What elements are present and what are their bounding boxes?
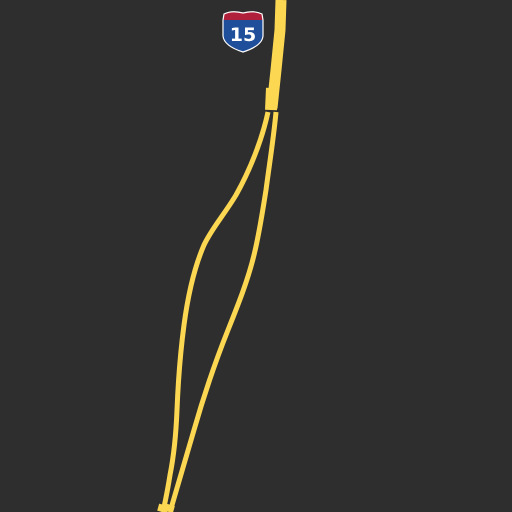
interstate-shield-icon[interactable]: 15	[222, 11, 264, 53]
shield-route-number: 15	[230, 24, 256, 46]
shield-body	[223, 20, 263, 52]
highway-merge-south[interactable]	[157, 503, 169, 512]
highway-split-junction[interactable]	[265, 87, 278, 111]
highway-merge-south-east[interactable]	[165, 503, 175, 512]
shield-outline	[222, 11, 264, 53]
highway-branch-west[interactable]	[160, 111, 271, 512]
shield-top-band	[223, 11, 263, 20]
highway-branch-east[interactable]	[167, 111, 279, 512]
